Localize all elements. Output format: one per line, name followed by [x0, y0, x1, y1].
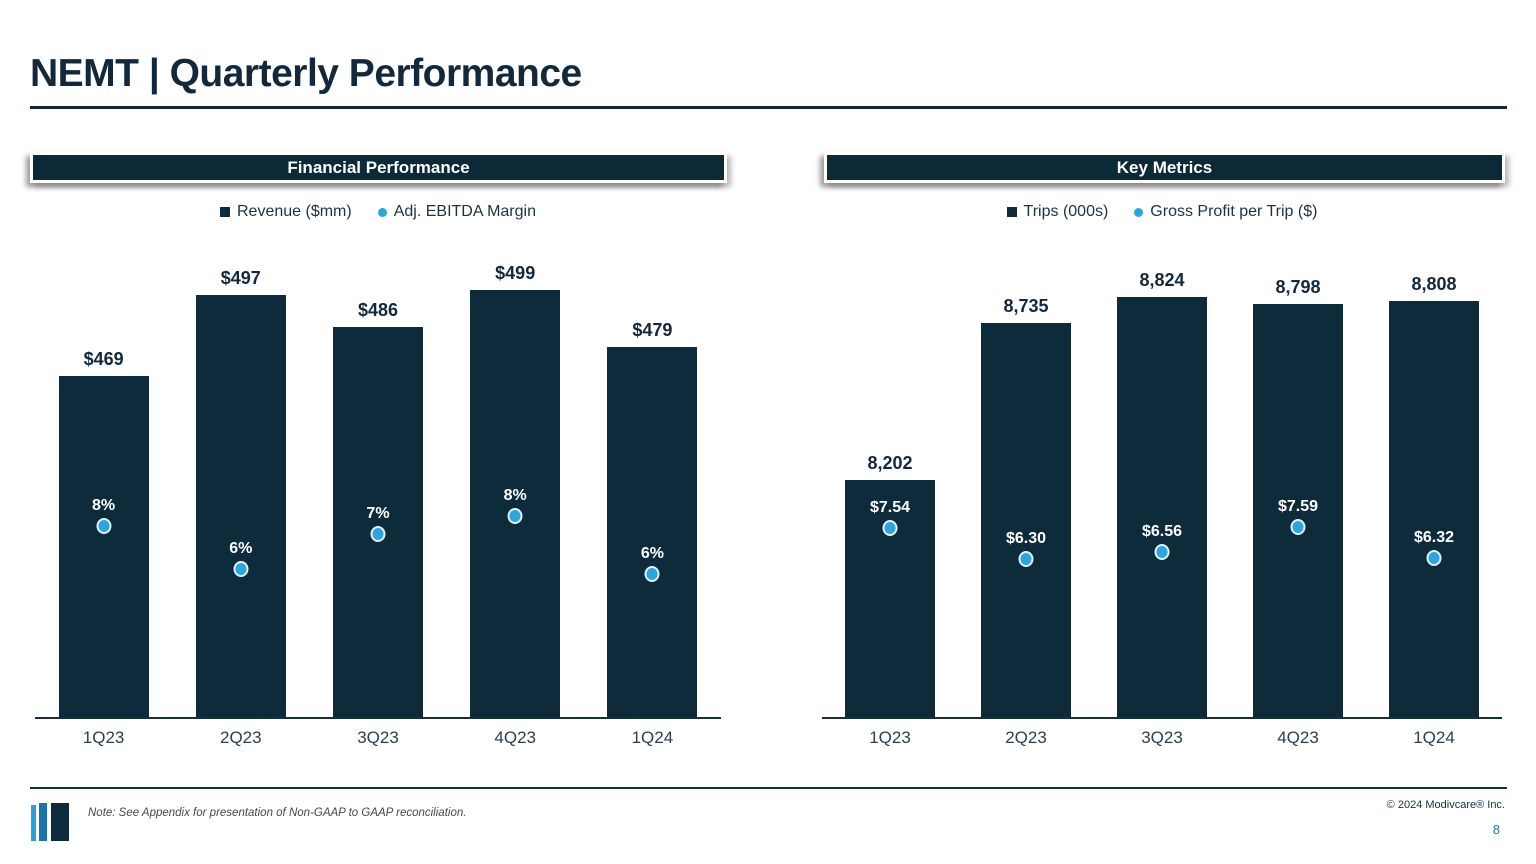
marker-value-label: $6.30	[1005, 529, 1047, 547]
marker-dot-icon	[882, 519, 898, 536]
panel-header-key-metrics: Key Metrics	[824, 152, 1505, 183]
marker-value-label: 6%	[229, 539, 253, 557]
marker-value-label: 8%	[92, 497, 116, 515]
legend-item: Trips (000s)	[1006, 203, 1109, 221]
bar	[1389, 301, 1479, 717]
bar-value-label: 8,735	[1003, 295, 1049, 316]
bar-value-label: 8,798	[1275, 277, 1321, 298]
chart-slot: $486 7% 3Q23	[309, 217, 446, 747]
bar-value-label: 8,824	[1139, 269, 1185, 290]
panel-header-financial-performance: Financial Performance	[30, 152, 727, 183]
legend-label: Trips (000s)	[1023, 203, 1109, 220]
chart-slot: $469 8% 1Q23	[35, 217, 172, 747]
marker-dot-icon	[1018, 550, 1034, 567]
category-label: 1Q24	[1413, 728, 1455, 747]
marker-dot-icon	[370, 525, 386, 542]
legend-label: Adj. EBITDA Margin	[393, 203, 536, 220]
marker-value-label: 6%	[640, 544, 664, 562]
category-label: 4Q23	[1277, 728, 1319, 747]
chart-slot: 8,808 $6.32 1Q24	[1366, 217, 1502, 747]
logo-bar-icon	[31, 805, 36, 841]
copyright: © 2024 Modivcare® Inc.	[1386, 799, 1505, 811]
bar	[58, 375, 149, 717]
chart-key-metrics: 8,202 $7.54 1Q23 8,735 $6.30 2Q23 8,824 $6.56 3Q…	[822, 217, 1502, 747]
marker-value-label: $6.32	[1413, 529, 1455, 547]
chart-slot: 8,798 $7.59 4Q23	[1230, 217, 1366, 747]
panel-title-financial-performance: Financial Performance	[287, 158, 470, 177]
bar-value-label: 8,202	[867, 453, 913, 474]
chart-slot: 8,824 $6.56 3Q23	[1094, 217, 1230, 747]
circle-legend-marker-icon	[1134, 207, 1144, 217]
bar	[470, 289, 561, 717]
bar-value-label: $497	[220, 268, 261, 289]
footnote: Note: See Appendix for presentation of N…	[88, 807, 467, 819]
chart-slot: 8,202 $7.54 1Q23	[822, 217, 958, 747]
marker-value-label: 8%	[503, 487, 527, 505]
bar-value-label: 8,808	[1411, 274, 1457, 295]
legend-key-metrics: Trips (000s) Gross Profit per Trip ($)	[822, 201, 1502, 223]
category-label: 1Q23	[869, 728, 911, 747]
marker-value-label: $6.56	[1141, 523, 1183, 541]
category-label: 3Q23	[357, 728, 399, 747]
bar	[845, 480, 935, 717]
logo-bar-icon	[51, 803, 69, 841]
title-divider	[30, 106, 1507, 109]
chart-slot: $479 6% 1Q24	[584, 217, 721, 747]
bar-value-label: $479	[632, 319, 673, 340]
legend-item: Adj. EBITDA Margin	[377, 203, 536, 221]
square-legend-marker-icon	[220, 207, 230, 217]
category-label: 4Q23	[494, 728, 536, 747]
marker-value-label: $7.54	[869, 498, 911, 516]
square-legend-marker-icon	[1006, 207, 1017, 217]
marker-dot-icon	[644, 565, 660, 582]
marker-dot-icon	[1154, 544, 1170, 561]
modivcare-logo-icon	[31, 803, 69, 841]
logo-bar-icon	[39, 803, 47, 841]
chart-financial-performance: $469 8% 1Q23 $497 6% 2Q23 $486 7% 3Q23 $499 8% 4Q23…	[35, 217, 721, 747]
category-label: 1Q23	[82, 728, 125, 747]
bar	[332, 326, 423, 717]
bar	[981, 322, 1071, 717]
marker-value-label: 7%	[366, 504, 390, 522]
marker-value-label: $7.59	[1277, 497, 1319, 515]
bar	[607, 346, 698, 717]
legend-item: Gross Profit per Trip ($)	[1134, 203, 1317, 221]
bar-value-label: $486	[357, 299, 398, 320]
category-label: 3Q23	[1141, 728, 1183, 747]
legend-label: Gross Profit per Trip ($)	[1150, 203, 1318, 220]
category-label: 2Q23	[1005, 728, 1047, 747]
bar-value-label: $469	[83, 348, 124, 369]
bar	[1117, 296, 1207, 717]
page-number: 8	[1492, 822, 1500, 837]
bar	[195, 295, 286, 717]
bar	[1253, 304, 1343, 717]
marker-dot-icon	[233, 560, 249, 577]
footer-divider	[30, 787, 1507, 789]
panel-title-key-metrics: Key Metrics	[1116, 158, 1213, 177]
legend-label: Revenue ($mm)	[237, 203, 352, 220]
marker-dot-icon	[1426, 550, 1442, 567]
category-label: 1Q24	[631, 728, 674, 747]
chart-slot: $499 8% 4Q23	[447, 217, 584, 747]
page-title: NEMT | Quarterly Performance	[30, 52, 582, 95]
marker-dot-icon	[1290, 518, 1306, 535]
bar-value-label: $499	[495, 262, 536, 283]
marker-dot-icon	[96, 518, 112, 535]
legend-financial-performance: Revenue ($mm) Adj. EBITDA Margin	[35, 201, 721, 223]
chart-slot: 8,735 $6.30 2Q23	[958, 217, 1094, 747]
chart-slot: $497 6% 2Q23	[172, 217, 309, 747]
marker-dot-icon	[507, 508, 523, 525]
category-label: 2Q23	[219, 728, 262, 747]
legend-item: Revenue ($mm)	[220, 203, 352, 221]
circle-legend-marker-icon	[377, 207, 387, 217]
